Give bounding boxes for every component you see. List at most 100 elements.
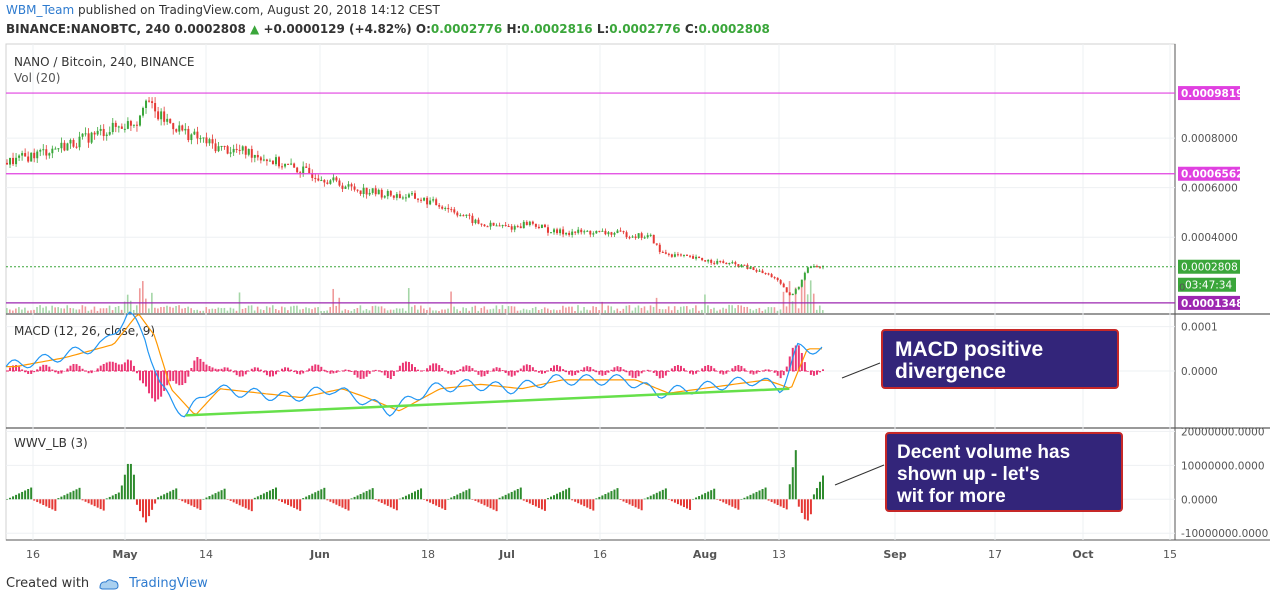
wwv-bar <box>18 493 21 500</box>
wwv-bar <box>338 499 341 507</box>
candle-body <box>60 142 63 149</box>
wwv-bar <box>99 499 102 510</box>
level-tag <box>1178 295 1240 310</box>
macd-histogram-bar <box>365 371 368 377</box>
volume-bar <box>710 309 712 313</box>
volume-bar <box>271 305 274 313</box>
candle-body <box>96 130 99 135</box>
volume-bar <box>758 307 761 313</box>
x-tick-label: 14 <box>199 548 213 561</box>
macd-histogram-bar <box>404 361 407 371</box>
wwv-bar <box>365 491 368 500</box>
volume-bar <box>253 310 256 313</box>
macd-histogram-bar <box>392 371 395 376</box>
volume-bar <box>353 309 356 313</box>
candle-body <box>356 189 359 191</box>
candle-body <box>501 225 504 227</box>
wwv-bar <box>761 489 764 500</box>
volume-bar <box>447 308 449 313</box>
candle-body <box>395 194 398 198</box>
macd-histogram-bar <box>353 371 356 375</box>
volume-bar <box>643 306 646 313</box>
macd-histogram-bar <box>435 363 438 371</box>
volume-bar <box>634 307 637 313</box>
volume-bar <box>571 306 573 313</box>
macd-histogram-bar <box>755 371 758 374</box>
candle-body <box>281 166 284 168</box>
candle-body <box>114 122 117 127</box>
macd-histogram-bar <box>770 370 773 371</box>
wwv-bar <box>129 463 132 500</box>
volume-bar <box>531 308 534 313</box>
candle-body <box>749 267 752 270</box>
candle-body <box>788 292 791 296</box>
candle-body <box>616 230 619 233</box>
volume-bar <box>39 305 41 313</box>
wwv-bar <box>389 499 392 508</box>
candle-body <box>410 193 413 195</box>
candle-body <box>84 133 87 135</box>
wwv-bar <box>244 499 247 509</box>
macd-histogram-bar <box>105 362 108 371</box>
candle-body <box>383 196 386 198</box>
wwv-bar <box>274 487 277 500</box>
volume-bar <box>135 305 138 313</box>
volume-bar <box>36 306 38 313</box>
candle-body <box>205 137 208 144</box>
candle-body <box>181 125 184 131</box>
candle-body <box>743 264 746 266</box>
candle-body <box>123 128 126 130</box>
candle-body <box>18 155 21 158</box>
macd-histogram-bar <box>99 365 102 371</box>
wwv-bar <box>132 474 135 500</box>
volume-bar <box>471 306 474 313</box>
macd-histogram-bar <box>235 371 238 376</box>
candle-body <box>344 186 347 189</box>
macd-histogram-bar <box>190 368 193 371</box>
wwv-bar <box>120 485 123 500</box>
macd-histogram-bar <box>815 371 818 375</box>
volume-bar <box>628 305 631 313</box>
volume-bar <box>679 306 682 313</box>
author-link[interactable]: WBM_Team <box>6 3 75 17</box>
macd-histogram-bar <box>157 371 160 400</box>
macd-histogram-bar <box>426 368 429 371</box>
candle-body <box>157 111 160 120</box>
wwv-bar <box>770 499 773 503</box>
macd-histogram-bar <box>284 367 287 371</box>
volume-bar <box>259 309 262 313</box>
macd-histogram-bar <box>102 363 105 371</box>
macd-histogram-bar <box>265 371 268 376</box>
macd-histogram-bar <box>553 365 556 371</box>
volume-bar <box>601 301 603 313</box>
candle-body <box>163 111 166 122</box>
volume-bar <box>420 305 422 313</box>
wwv-bar <box>163 494 166 500</box>
macd-histogram-bar <box>262 371 265 373</box>
wwv-bar <box>504 494 507 500</box>
wwv-bar <box>465 490 468 500</box>
volume-bar <box>682 306 685 313</box>
wwv-bar <box>208 496 211 500</box>
candle-body <box>682 254 685 256</box>
wwv-bar <box>546 498 549 500</box>
volume-bar <box>504 308 507 313</box>
wwv-bar <box>686 499 688 509</box>
volume-bar <box>803 279 806 313</box>
volume-bar <box>163 306 165 313</box>
wwv-bar <box>253 497 256 500</box>
candle-body <box>686 254 688 256</box>
wwv-bar <box>271 489 274 500</box>
candle-body <box>66 143 69 151</box>
macd-histogram-bar <box>196 357 199 371</box>
candle-body <box>640 233 643 238</box>
tradingview-link[interactable]: TradingView <box>129 576 208 591</box>
wwv-bar <box>462 491 465 500</box>
wwv-bar <box>284 499 287 504</box>
wwv-bar <box>151 499 154 510</box>
volume-bar <box>202 310 205 313</box>
candle-body <box>764 273 767 275</box>
wwv-bar <box>716 499 719 500</box>
macd-histogram-bar <box>773 371 776 373</box>
